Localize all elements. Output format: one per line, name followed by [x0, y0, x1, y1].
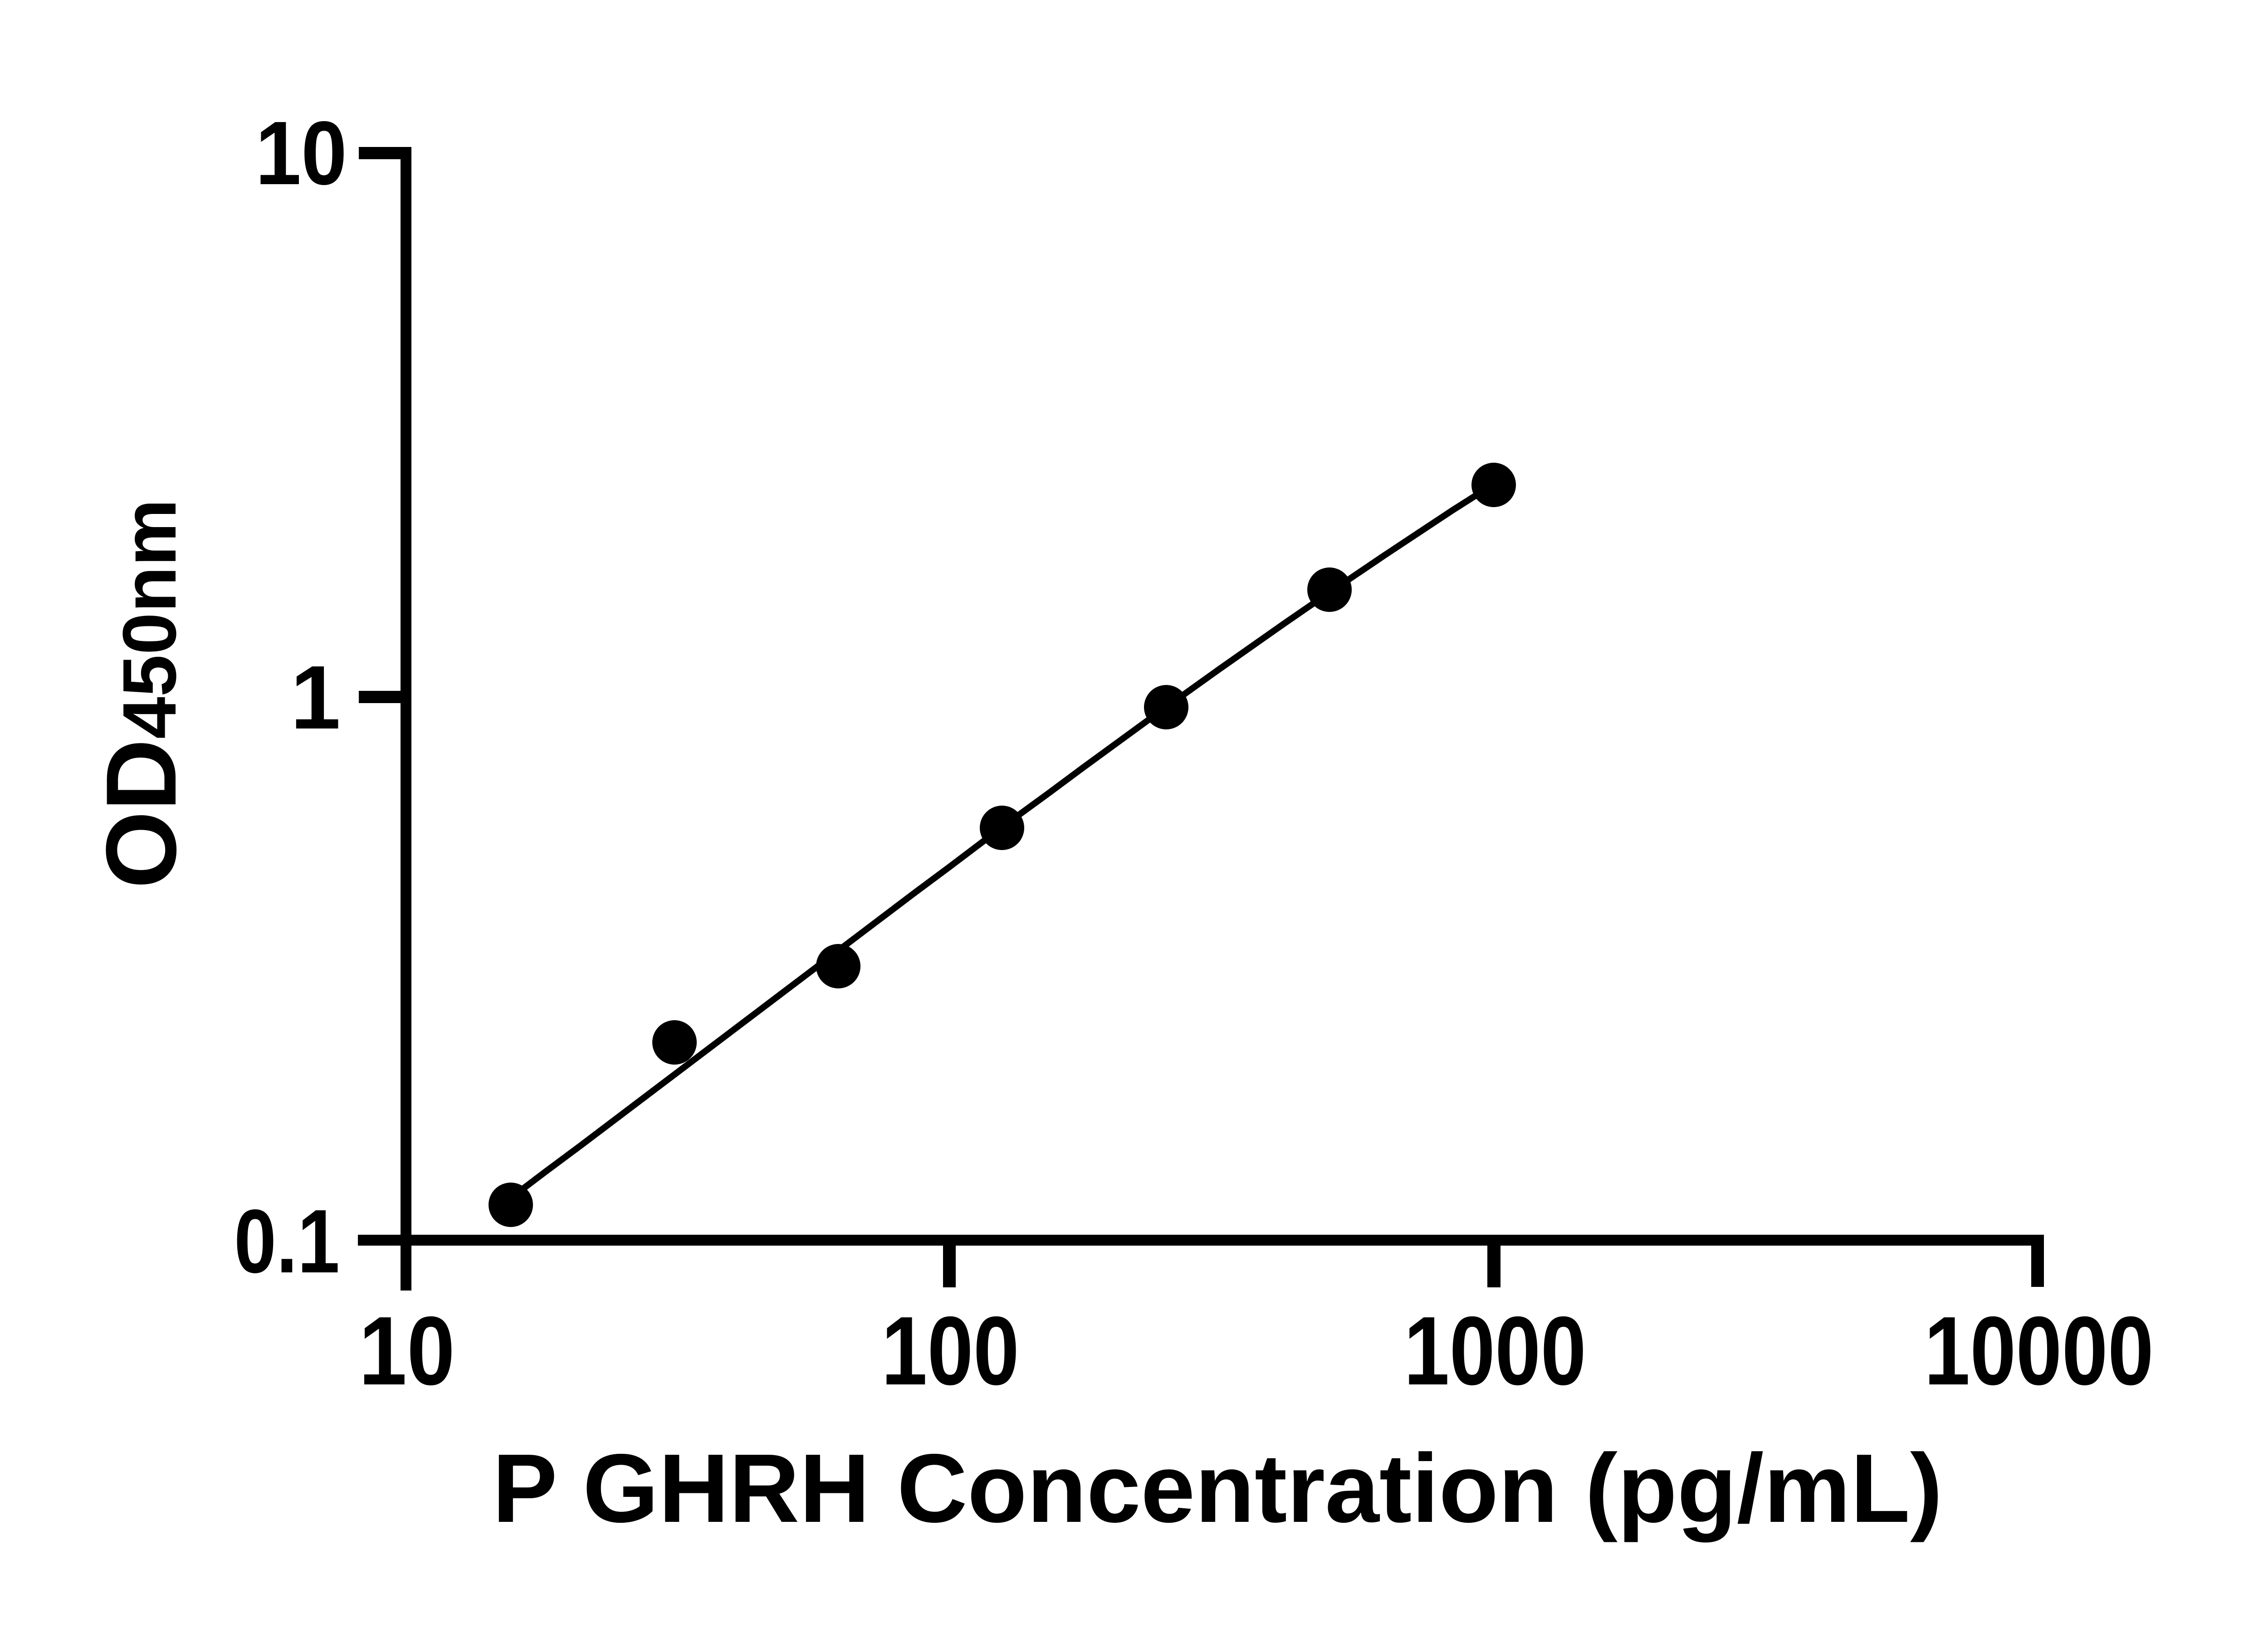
svg-text:100: 100 — [881, 1296, 1019, 1405]
svg-text:10: 10 — [359, 1296, 455, 1405]
svg-text:10000: 10000 — [1924, 1296, 2154, 1405]
svg-text:1: 1 — [290, 647, 341, 748]
svg-text:P GHRH Concentration (pg/mL): P GHRH Concentration (pg/mL) — [492, 1433, 1942, 1543]
svg-text:10: 10 — [255, 103, 347, 204]
svg-text:1000: 1000 — [1404, 1296, 1586, 1405]
svg-text:0.1: 0.1 — [234, 1191, 340, 1292]
